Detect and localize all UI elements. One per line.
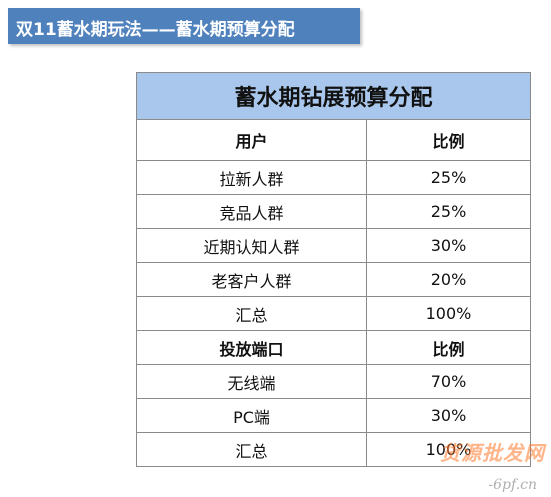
row-label: 无线端 bbox=[136, 364, 367, 399]
row-label: 竞品人群 bbox=[136, 194, 367, 229]
row-value: 20% bbox=[365, 262, 532, 297]
budget-table: 蓄水期钻展预算分配 用户 比例 拉新人群 25% 竞品人群 25% 近期认知人群… bbox=[135, 72, 532, 467]
column-header-ratio: 比例 bbox=[365, 119, 532, 161]
column-header-ratio: 比例 bbox=[365, 330, 532, 365]
row-label: 汇总 bbox=[136, 296, 367, 331]
watermark-text: 货源批发网 bbox=[440, 441, 545, 465]
slide-title-bar: 双11蓄水期玩法——蓄水期预算分配 bbox=[8, 8, 360, 44]
table-row: 近期认知人群 30% bbox=[136, 228, 532, 263]
table-subheader-row: 投放端口 比例 bbox=[136, 330, 532, 365]
table-row-total: 汇总 100% bbox=[136, 432, 532, 467]
watermark: 货源批发网 -6pf.cn bbox=[419, 437, 547, 493]
table-row-total: 汇总 100% bbox=[136, 296, 532, 331]
watermark-url: -6pf.cn bbox=[488, 477, 537, 493]
column-header-port: 投放端口 bbox=[136, 330, 367, 365]
table-row: PC端 30% bbox=[136, 398, 532, 433]
row-label: 老客户人群 bbox=[136, 262, 367, 297]
row-label: PC端 bbox=[136, 398, 367, 433]
row-label: 近期认知人群 bbox=[136, 228, 367, 263]
row-value: 30% bbox=[365, 228, 532, 263]
slide-title: 双11蓄水期玩法——蓄水期预算分配 bbox=[16, 20, 295, 40]
row-label: 汇总 bbox=[136, 432, 367, 467]
row-value: 70% bbox=[365, 364, 532, 399]
row-value: 100% bbox=[365, 296, 532, 331]
table-header-row: 用户 比例 bbox=[136, 119, 532, 161]
table-title: 蓄水期钻展预算分配 bbox=[135, 72, 532, 120]
row-value: 25% bbox=[365, 194, 532, 229]
row-value: 100% bbox=[365, 432, 532, 467]
row-value: 25% bbox=[365, 160, 532, 195]
row-label: 拉新人群 bbox=[136, 160, 367, 195]
table-row: 拉新人群 25% bbox=[136, 160, 532, 195]
table-title-row: 蓄水期钻展预算分配 bbox=[135, 72, 532, 120]
column-header-user: 用户 bbox=[136, 119, 367, 161]
table-row: 竞品人群 25% bbox=[136, 194, 532, 229]
row-value: 30% bbox=[365, 398, 532, 433]
table-row: 无线端 70% bbox=[136, 364, 532, 399]
table-row: 老客户人群 20% bbox=[136, 262, 532, 297]
